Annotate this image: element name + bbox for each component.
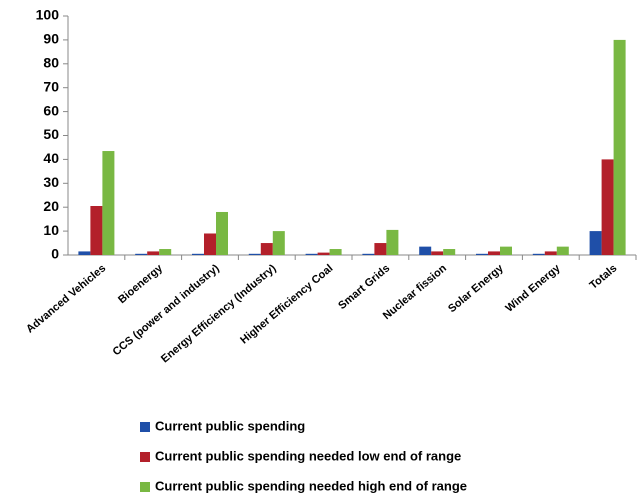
- bar: [102, 151, 115, 255]
- bar: [135, 253, 148, 255]
- y-tick-label: 40: [43, 150, 59, 166]
- bar: [192, 253, 204, 255]
- y-tick-label: 60: [43, 102, 59, 118]
- y-tick-label: 90: [43, 31, 59, 47]
- bar: [544, 251, 557, 255]
- x-tick-label: Smart Grids: [336, 262, 392, 312]
- bar: [78, 251, 91, 255]
- legend-label: Current public spending needed high end …: [155, 478, 467, 493]
- legend-swatch: [140, 482, 150, 492]
- bar: [147, 251, 160, 255]
- legend-swatch: [140, 422, 150, 432]
- bar: [386, 229, 399, 255]
- x-tick-label: Advanced Vehicles: [24, 262, 108, 335]
- x-tick-label: CCS (power and industry): [111, 262, 222, 358]
- bar: [216, 211, 228, 255]
- bar: [532, 253, 545, 255]
- y-tick-label: 50: [43, 126, 59, 142]
- bar: [419, 246, 432, 255]
- bar: [204, 233, 216, 255]
- bar: [272, 231, 285, 255]
- y-tick-label: 80: [43, 55, 59, 71]
- y-tick-label: 20: [43, 198, 59, 214]
- bar: [500, 246, 512, 255]
- bar: [317, 252, 330, 255]
- y-tick-label: 70: [43, 78, 59, 94]
- bar: [476, 253, 488, 255]
- bar: [601, 159, 614, 255]
- bar: [248, 253, 261, 255]
- bar: [431, 251, 444, 255]
- y-tick-label: 10: [43, 222, 59, 238]
- x-tick-label: Solar Energy: [446, 262, 506, 315]
- x-tick-label: Totals: [587, 262, 619, 291]
- bar: [305, 253, 318, 255]
- bar: [443, 249, 456, 255]
- legend-label: Current public spending: [155, 418, 305, 433]
- x-tick-label: Bioenergy: [116, 262, 166, 306]
- bar: [488, 251, 500, 255]
- bar: [374, 243, 387, 255]
- bar: [362, 253, 375, 255]
- y-tick-label: 0: [51, 246, 59, 262]
- bar: [589, 231, 602, 255]
- y-tick-label: 100: [36, 7, 60, 23]
- x-tick-label: Energy Efficiency (Industry): [159, 262, 279, 365]
- bar: [613, 39, 626, 256]
- x-tick-label: Wind Energy: [503, 262, 563, 315]
- bar: [260, 243, 273, 255]
- bar: [90, 206, 103, 255]
- bar: [556, 246, 569, 255]
- bar: [329, 249, 342, 255]
- y-tick-label: 30: [43, 174, 59, 190]
- legend-swatch: [140, 452, 150, 462]
- legend-label: Current public spending needed low end o…: [155, 448, 461, 463]
- x-tick-label: Higher Efficiency Coal: [238, 262, 335, 346]
- bar: [159, 249, 172, 255]
